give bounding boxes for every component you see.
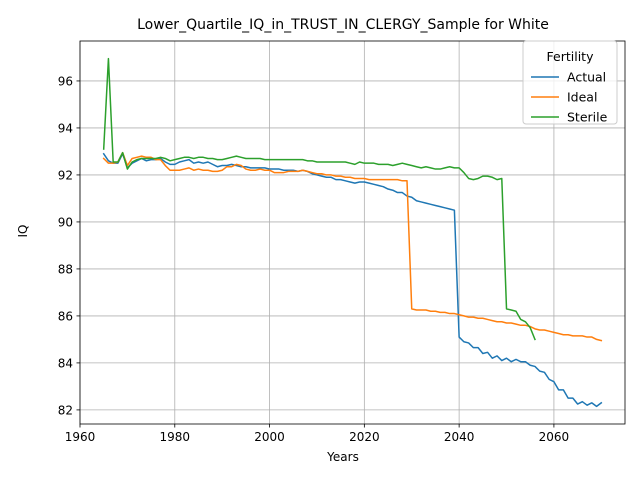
y-tick-label: 94 [58, 121, 73, 135]
series-line-ideal [102, 151, 603, 342]
legend-label-actual: Actual [567, 70, 606, 85]
chart-title: Lower_Quartile_IQ_in_TRUST_IN_CLERGY_Sam… [137, 17, 549, 33]
x-tick-label: 2060 [539, 430, 570, 444]
x-tick-label: 2020 [349, 430, 380, 444]
series-line-actual [102, 152, 603, 408]
ticks: 1960 1980 2000 2020 2040 2060 82 84 86 88 90 92 94 96 [58, 74, 569, 444]
legend-label-ideal: Ideal [567, 90, 597, 105]
y-tick-label: 92 [58, 168, 73, 182]
x-tick-label: 2000 [254, 430, 285, 444]
x-axis-label: Years [326, 450, 359, 464]
legend-entries: Actual Ideal Sterile [531, 70, 608, 125]
grid [79, 41, 625, 424]
y-axis-label: IQ [16, 225, 30, 238]
y-tick-label: 90 [58, 215, 73, 229]
y-tick-label: 88 [58, 262, 73, 276]
series-lines [102, 57, 603, 408]
y-tick-label: 82 [58, 403, 73, 417]
plot-frame [79, 40, 626, 425]
legend-box [522, 40, 618, 125]
x-tick-label: 2040 [444, 430, 475, 444]
y-tick-label: 86 [58, 309, 73, 323]
legend-label-sterile: Sterile [567, 110, 608, 125]
legend: Fertility Actual Ideal Sterile [522, 40, 618, 125]
series-line-sterile [102, 57, 536, 341]
legend-title: Fertility [547, 49, 595, 64]
y-tick-label: 96 [58, 74, 73, 88]
x-tick-label: 1980 [160, 430, 191, 444]
x-tick-label: 1960 [65, 430, 96, 444]
y-tick-label: 84 [58, 356, 73, 370]
